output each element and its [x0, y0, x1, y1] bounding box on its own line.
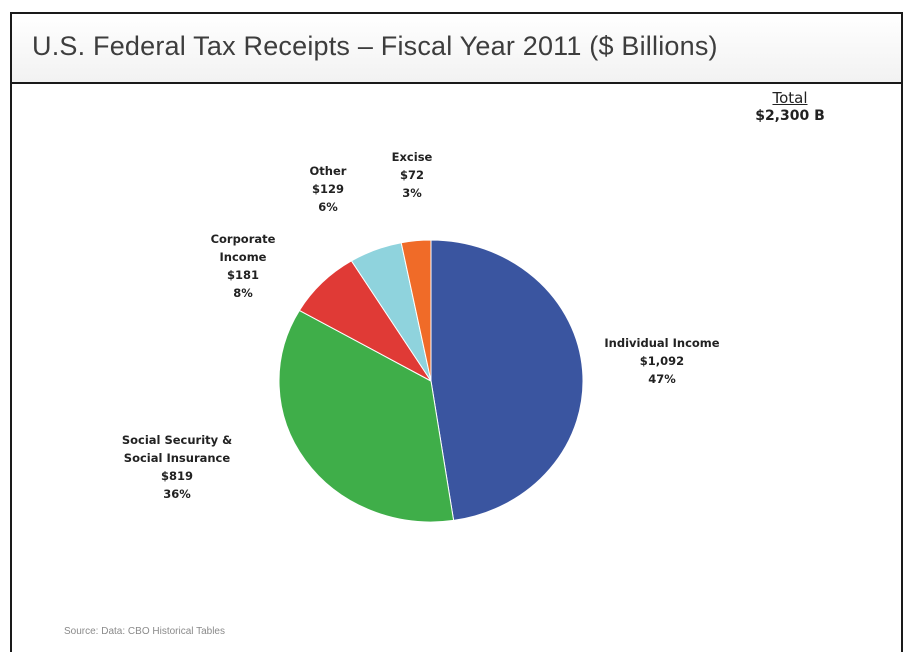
pie-slice-excise: [400, 239, 432, 382]
slice-label-social-security: Social Security & Social Insurance $819 36%: [122, 433, 232, 501]
slice-label-individual-income: Individual Income $1,092 47%: [604, 336, 719, 386]
chart-title: U.S. Federal Tax Receipts – Fiscal Year …: [32, 31, 718, 61]
slice-label-excise: Excise $72 3%: [392, 150, 433, 200]
pie-slice-individual-income: [430, 239, 584, 521]
chart-frame: U.S. Federal Tax Receipts – Fiscal Year …: [10, 12, 903, 652]
total-value: $2,300 B: [755, 108, 825, 124]
total-box: Total $2,300 B: [740, 89, 840, 124]
title-bar: U.S. Federal Tax Receipts – Fiscal Year …: [12, 14, 901, 84]
pie-slices: [278, 239, 584, 523]
slice-label-other: Other $129 6%: [310, 164, 347, 214]
slice-label-corporate-income: Corporate Income $181 8%: [211, 232, 276, 300]
total-heading: Total: [772, 89, 808, 107]
pie-slice-social-security: [278, 309, 455, 523]
source-note: Source: Data: CBO Historical Tables: [64, 626, 225, 637]
pie-labels: Individual Income $1,092 47% Social Securit…: [122, 150, 720, 501]
